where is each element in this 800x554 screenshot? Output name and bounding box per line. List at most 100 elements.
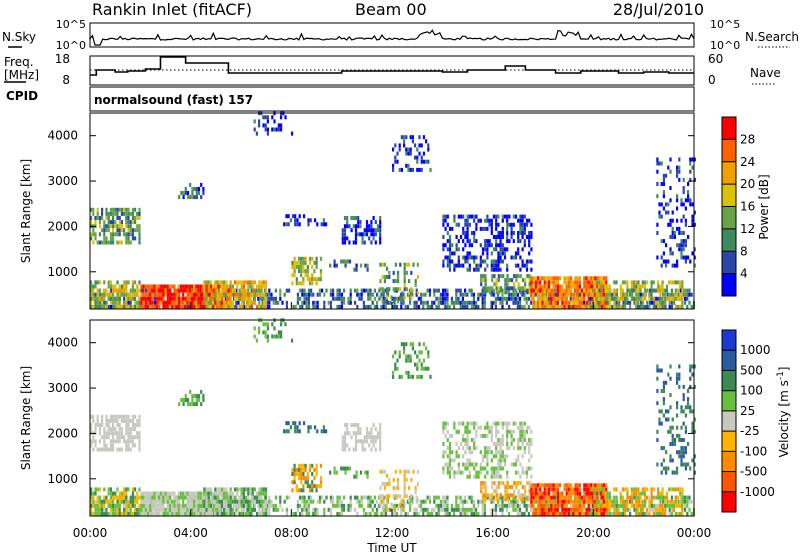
power-data-cell [420,155,423,160]
power-data-cell [116,292,119,297]
power-data-cell [259,296,262,301]
velocity-data-cell [599,499,603,504]
power-data-cell [470,292,473,297]
velocity-data-cell [448,470,452,475]
velocity-data-cell [201,491,205,496]
power-data-cell [501,235,504,239]
velocity-data-cell [532,487,535,492]
power-data-cell [403,275,406,279]
velocity-data-cell [242,487,245,492]
power-data-cell [639,288,642,293]
power-data-cell [370,232,373,237]
velocity-data-cell [473,438,476,442]
velocity-data-cell [466,421,469,426]
power-data-cell [547,296,550,301]
velocity-data-cell [428,511,431,516]
velocity-data-cell [528,438,531,442]
velocity-data-cell [332,495,335,500]
power-data-cell [519,226,522,231]
power-data-cell [138,288,141,293]
power-data-cell [415,300,418,305]
power-data-cell [490,259,493,264]
velocity-data-cell [521,470,524,475]
velocity-data-cell [448,474,452,479]
velocity-data-cell [589,483,592,488]
power-data-cell [291,281,294,286]
power-data-cell [136,211,139,216]
velocity-data-cell [528,489,531,494]
velocity-data-cell [393,503,396,508]
power-data-cell [215,296,218,301]
velocity-data-cell [234,503,237,508]
power-data-cell [437,288,440,293]
velocity-data-cell [281,507,284,512]
power-data-cell [521,286,525,291]
velocity-data-cell [209,487,212,492]
velocity-data-cell [600,511,603,516]
power-data-cell [407,163,410,168]
power-data-cell [656,194,659,199]
power-data-cell [596,284,599,289]
velocity-data-cell [120,495,123,500]
velocity-data-cell [112,443,115,448]
power-data-cell [302,256,305,261]
velocity-data-cell [352,447,355,452]
velocity-data-cell [444,511,447,516]
velocity-data-cell [362,495,365,500]
power-data-cell [184,288,187,293]
velocity-data-cell [379,447,382,452]
velocity-data-cell [365,511,368,516]
power-data-cell [264,300,267,305]
power-colorbar-blocks [722,117,736,297]
velocity-data-cell [482,493,485,498]
velocity-data-cell [475,511,478,516]
velocity-data-cell [173,511,176,516]
velocity-data-cell [621,495,625,500]
velocity-data-cell [484,489,487,494]
velocity-data-cell [101,511,104,516]
velocity-data-cell [343,495,346,500]
power-data-cell [506,235,509,239]
velocity-data-cell [446,454,449,459]
power-data-cell [199,292,202,297]
velocity-data-cell [157,499,161,504]
power-data-cell [605,304,608,309]
freq-right-tick-bottom: 0 [708,73,716,87]
power-data-cell [455,292,458,297]
velocity-data-cell [190,499,194,504]
power-data-cell [450,296,453,301]
velocity-data-cell [530,466,533,471]
velocity-data-cell [444,425,447,430]
velocity-data-cell [182,503,185,508]
power-data-cell [188,292,191,297]
power-data-cell [370,220,373,225]
velocity-data-cell [312,499,315,504]
power-data-cell [303,214,306,219]
velocity-data-cell [216,495,219,500]
power-data-cell [486,239,489,244]
velocity-data-cell [138,487,141,492]
power-data-cell [190,296,194,301]
power-data-cell [457,288,460,293]
velocity-data-cell [249,491,252,496]
velocity-data-cell [613,507,616,512]
power-data-cell [123,292,126,297]
power-data-cell [453,251,456,256]
power-data-cell [301,300,304,305]
power-data-cell [528,243,531,248]
power-data-cell [605,280,608,285]
velocity-data-cell [466,474,469,479]
velocity-data-cell [153,491,156,496]
power-data-cell [378,288,381,293]
power-data-cell [475,304,478,309]
velocity-data-cell [285,429,288,434]
velocity-data-cell [543,487,546,492]
velocity-data-cell [508,499,511,504]
velocity-data-cell [574,499,577,504]
power-data-cell [346,220,349,225]
power-data-cell [470,231,474,235]
power-data-cell [322,222,325,227]
power-data-cell [312,304,315,309]
power-data-cell [370,224,373,229]
